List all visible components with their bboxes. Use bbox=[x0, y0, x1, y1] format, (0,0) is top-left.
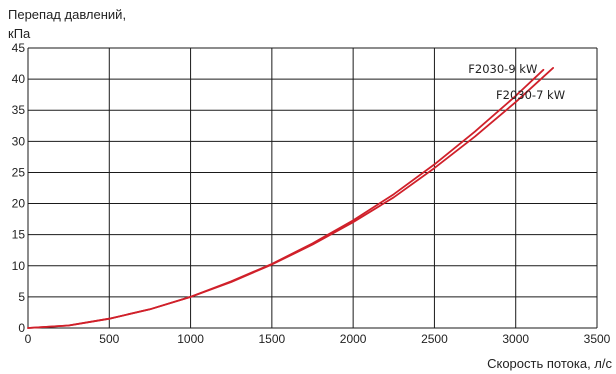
x-tick-label: 2000 bbox=[340, 332, 367, 346]
series-line-1 bbox=[27, 68, 545, 329]
series-line-2 bbox=[27, 67, 554, 329]
x-tick-label: 500 bbox=[99, 332, 119, 346]
x-axis-title: Скорость потока, л/с bbox=[487, 356, 612, 371]
tick-labels: 0 5 10 15 20 25 30 35 40 45 0 500 1000 1500 2000 2500 30… bbox=[12, 41, 611, 346]
y-tick-label: 20 bbox=[12, 197, 26, 211]
x-tick-label: 1500 bbox=[259, 332, 286, 346]
series-label-1: F2030-9 kW bbox=[468, 62, 537, 76]
x-tick-label: 1000 bbox=[177, 332, 204, 346]
y-axis-title-line-2: кПа bbox=[8, 26, 31, 41]
x-tick-label: 3500 bbox=[584, 332, 611, 346]
y-tick-label: 40 bbox=[12, 72, 26, 86]
chart-grid bbox=[27, 47, 598, 329]
series-label-2: F2030-7 kW bbox=[496, 88, 565, 102]
y-axis-title-line-1: Перепад давлений, bbox=[8, 7, 126, 22]
series-labels: F2030-9 kW F2030-7 kW bbox=[468, 62, 565, 102]
y-tick-label: 5 bbox=[18, 290, 25, 304]
y-tick-label: 30 bbox=[12, 134, 26, 148]
y-tick-label: 25 bbox=[12, 165, 26, 179]
y-tick-label: 35 bbox=[12, 103, 26, 117]
x-tick-label: 2500 bbox=[421, 332, 448, 346]
x-tick-label: 0 bbox=[25, 332, 32, 346]
series-lines bbox=[27, 67, 554, 329]
y-tick-label: 45 bbox=[12, 41, 26, 55]
y-tick-label: 0 bbox=[18, 321, 25, 335]
y-axis-title: Перепад давлений, кПа bbox=[8, 7, 130, 41]
y-tick-label: 15 bbox=[12, 228, 26, 242]
x-tick-label: 3000 bbox=[502, 332, 529, 346]
y-tick-label: 10 bbox=[12, 259, 26, 273]
